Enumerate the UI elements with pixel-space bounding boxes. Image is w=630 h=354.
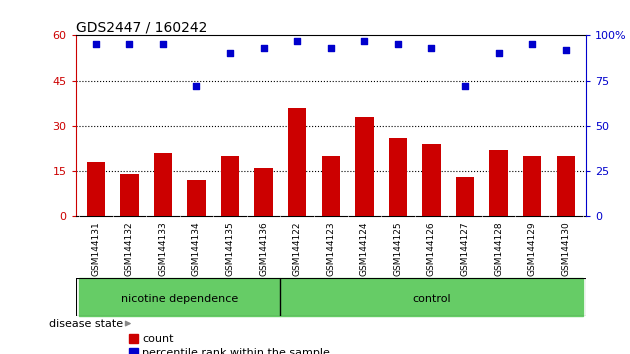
Bar — [321, 156, 340, 216]
Bar — [255, 168, 273, 216]
Point — [225, 51, 235, 56]
Text: percentile rank within the sample: percentile rank within the sample — [142, 348, 330, 354]
Text: nicotine dependence: nicotine dependence — [121, 294, 238, 304]
Text: GSM144131: GSM144131 — [91, 221, 100, 276]
Bar — [523, 156, 541, 216]
Bar — [220, 156, 239, 216]
Bar — [129, 335, 139, 343]
Bar — [456, 177, 474, 216]
Bar — [422, 144, 441, 216]
Point — [359, 38, 369, 44]
Point — [158, 42, 168, 47]
Point — [527, 42, 537, 47]
Text: GSM144136: GSM144136 — [259, 221, 268, 276]
Bar — [79, 278, 280, 316]
Point — [326, 45, 336, 51]
Bar — [129, 348, 139, 354]
Point — [493, 51, 503, 56]
Bar — [355, 117, 374, 216]
Text: GSM144128: GSM144128 — [494, 221, 503, 276]
Text: GSM144125: GSM144125 — [393, 221, 403, 276]
Bar — [86, 162, 105, 216]
Point — [292, 38, 302, 44]
Point — [91, 42, 101, 47]
Text: count: count — [142, 334, 173, 344]
Text: GSM144124: GSM144124 — [360, 221, 369, 275]
Text: GSM144127: GSM144127 — [461, 221, 469, 276]
Text: GSM144122: GSM144122 — [293, 221, 302, 275]
Point — [192, 83, 202, 89]
Text: GSM144129: GSM144129 — [528, 221, 537, 276]
Point — [124, 42, 134, 47]
Point — [258, 45, 268, 51]
Point — [427, 45, 437, 51]
Bar — [187, 180, 205, 216]
Bar — [556, 156, 575, 216]
Text: GSM144135: GSM144135 — [226, 221, 234, 276]
Text: GSM144132: GSM144132 — [125, 221, 134, 276]
Point — [460, 83, 470, 89]
Point — [561, 47, 571, 53]
Bar — [154, 153, 172, 216]
Bar — [490, 150, 508, 216]
Text: GSM144126: GSM144126 — [427, 221, 436, 276]
Bar — [288, 108, 306, 216]
Text: GSM144134: GSM144134 — [192, 221, 201, 276]
Bar — [120, 174, 139, 216]
Point — [393, 42, 403, 47]
Text: control: control — [412, 294, 451, 304]
Text: GSM144123: GSM144123 — [326, 221, 335, 276]
Text: GDS2447 / 160242: GDS2447 / 160242 — [76, 20, 207, 34]
Text: disease state: disease state — [49, 319, 123, 329]
Text: GSM144130: GSM144130 — [561, 221, 570, 276]
Bar — [389, 138, 407, 216]
Text: GSM144133: GSM144133 — [158, 221, 168, 276]
Bar — [280, 278, 583, 316]
